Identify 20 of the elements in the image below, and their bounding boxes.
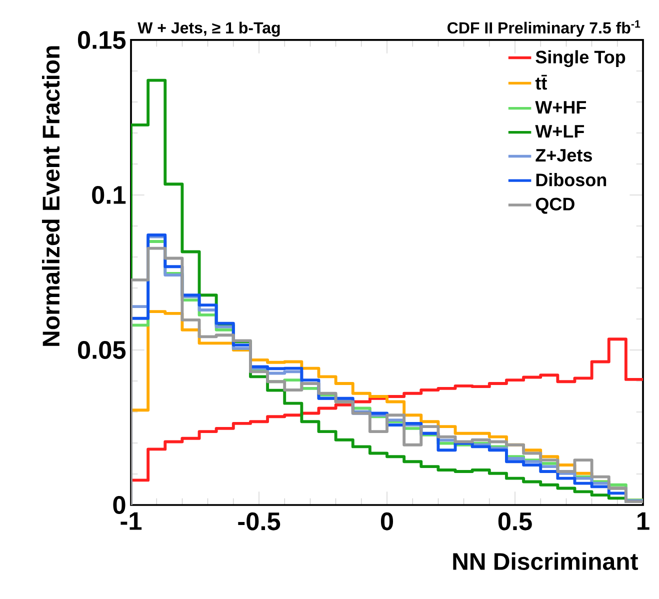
y-tick-label: 0	[113, 496, 126, 514]
x-tick-label: 0	[380, 512, 394, 530]
x-tick-label: -1	[120, 512, 142, 530]
chart-subtitle: CDF II Preliminary 7.5 fb$^{-1}$	[448, 20, 640, 37]
x-tick-label: 0.5	[498, 512, 532, 530]
y-tick-label: 0.15	[78, 31, 126, 49]
legend-label: W+HF	[535, 101, 586, 114]
y-axis-title: Normalized Event Fraction	[42, 46, 60, 346]
legend-label: Diboson	[536, 173, 606, 186]
x-tick-label: -0.5	[238, 512, 280, 530]
legend-label: QCD	[536, 198, 574, 214]
legend-label: Single Top	[536, 50, 626, 68]
y-tick-label: 0.05	[78, 341, 126, 359]
legend-label: W+LF	[535, 125, 584, 138]
legend-label: tt̄	[535, 74, 547, 90]
x-axis-title: NN Discriminant	[453, 552, 638, 570]
chart-title: W + Jets, ≥ 1 b-Tag	[138, 22, 280, 37]
x-tick-label: 1	[638, 512, 650, 530]
legend-label: Z+Jets	[536, 149, 592, 162]
y-tick-label: 0.1	[92, 186, 126, 204]
